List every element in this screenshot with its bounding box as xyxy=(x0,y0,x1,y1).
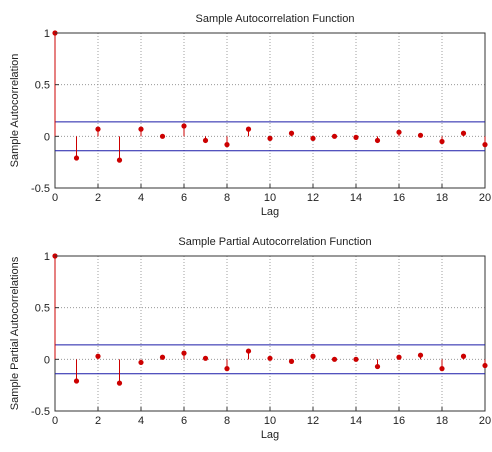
stem-marker xyxy=(159,133,166,139)
stem-marker xyxy=(95,126,101,132)
stem-marker xyxy=(224,142,230,148)
stem-marker xyxy=(331,356,338,362)
stem-marker xyxy=(245,126,252,132)
x-tick-label: 8 xyxy=(224,415,230,427)
x-tick-label: 6 xyxy=(181,192,187,204)
stem-marker xyxy=(439,138,445,145)
y-tick-label: 0.5 xyxy=(35,303,50,315)
x-tick-label: 14 xyxy=(350,415,362,427)
x-tick-label: 10 xyxy=(264,415,276,427)
stem-marker xyxy=(460,130,467,136)
x-tick-label: 2 xyxy=(95,192,101,204)
x-tick-label: 0 xyxy=(52,192,58,204)
stem-marker xyxy=(267,135,273,141)
y-tick-label: 0 xyxy=(44,354,50,366)
y-tick-label: 1 xyxy=(44,251,50,263)
stem-marker xyxy=(331,133,338,139)
y-tick-label: 1 xyxy=(44,28,50,40)
chart-title: Sample Partial Autocorrelation Function xyxy=(178,236,371,248)
stem-marker xyxy=(202,355,209,361)
x-tick-label: 8 xyxy=(224,192,230,204)
x-tick-label: 6 xyxy=(181,415,187,427)
stem-marker xyxy=(374,137,381,144)
x-tick-label: 20 xyxy=(479,415,491,427)
stem-marker xyxy=(116,380,123,386)
y-axis-label: Sample Partial Autocorrelations xyxy=(9,256,21,410)
stem-marker xyxy=(202,137,209,144)
stem-marker xyxy=(245,348,252,354)
x-tick-label: 10 xyxy=(264,192,276,204)
y-tick-label: 0 xyxy=(44,131,50,143)
y-tick-label: 0.5 xyxy=(35,80,50,92)
stem-marker xyxy=(138,126,144,132)
x-tick-label: 16 xyxy=(393,415,405,427)
stem-marker xyxy=(159,354,166,360)
stem-marker xyxy=(439,366,445,372)
stem-marker xyxy=(417,132,424,138)
x-tick-label: 18 xyxy=(436,415,448,427)
x-tick-label: 20 xyxy=(479,192,491,204)
x-tick-label: 18 xyxy=(436,192,448,204)
stem-marker xyxy=(353,134,359,140)
x-tick-label: 0 xyxy=(52,415,58,427)
x-tick-label: 4 xyxy=(138,415,144,427)
stem-marker xyxy=(310,135,316,141)
x-tick-label: 16 xyxy=(393,192,405,204)
stem-marker xyxy=(73,155,80,161)
stem-marker xyxy=(181,350,187,356)
x-tick-label: 12 xyxy=(307,192,319,204)
x-tick-label: 14 xyxy=(350,192,362,204)
y-axis-label: Sample Autocorrelation xyxy=(9,54,21,168)
stem-marker xyxy=(310,353,316,359)
y-tick-label: -0.5 xyxy=(31,406,50,418)
stem-marker xyxy=(267,355,273,361)
axes-box xyxy=(54,32,486,189)
x-axis-label: Lag xyxy=(261,429,279,441)
x-axis-label: Lag xyxy=(261,206,279,218)
stem-marker xyxy=(95,353,101,359)
x-tick-label: 12 xyxy=(307,415,319,427)
x-tick-label: 2 xyxy=(95,415,101,427)
stem-marker xyxy=(460,353,467,359)
stem-marker xyxy=(396,129,402,135)
stem-marker xyxy=(288,130,295,136)
stem-marker xyxy=(224,366,230,372)
stem-marker xyxy=(353,356,359,362)
stem-marker xyxy=(138,359,144,366)
stem-marker xyxy=(482,362,488,369)
stem-marker xyxy=(374,363,381,370)
stem-marker xyxy=(73,378,80,384)
y-tick-label: -0.5 xyxy=(31,183,50,195)
axes-box xyxy=(54,255,486,412)
stem-marker xyxy=(417,352,424,358)
stem-marker xyxy=(396,354,402,360)
x-tick-label: 4 xyxy=(138,192,144,204)
stem-marker xyxy=(181,123,187,129)
chart-title: Sample Autocorrelation Function xyxy=(196,13,355,25)
stem-marker xyxy=(116,157,123,163)
stem-marker xyxy=(482,142,488,148)
stem-marker xyxy=(288,358,295,364)
